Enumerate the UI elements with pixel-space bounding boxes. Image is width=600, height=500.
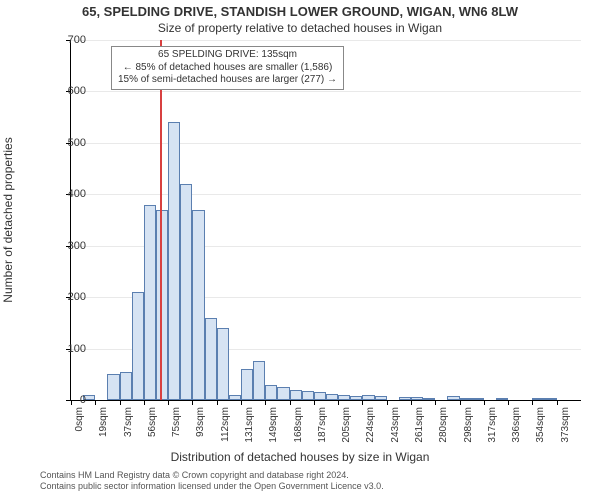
histogram-bar (241, 369, 253, 400)
marker-annotation-box: 65 SPELDING DRIVE: 135sqm ← 85% of detac… (111, 46, 344, 90)
x-tick-label: 75sqm (171, 407, 182, 451)
x-tick-mark (290, 400, 291, 405)
marker-line (160, 40, 162, 400)
y-axis-label: Number of detached properties (1, 137, 15, 302)
histogram-bar (496, 398, 508, 400)
histogram-bar (168, 122, 180, 400)
histogram-bar (120, 372, 132, 400)
histogram-bar (277, 387, 289, 400)
x-tick-label: 37sqm (123, 407, 134, 451)
x-tick-label: 19sqm (98, 407, 109, 451)
histogram-bar (447, 396, 459, 400)
x-tick-label: 354sqm (535, 407, 546, 451)
y-tick-label: 100 (36, 343, 86, 355)
annotation-line-3: 15% of semi-detached houses are larger (… (118, 74, 337, 87)
grid-line (71, 91, 581, 92)
attribution-line-2: Contains public sector information licen… (40, 481, 384, 492)
plot-area: 65 SPELDING DRIVE: 135sqm ← 85% of detac… (70, 40, 581, 401)
x-tick-label: 261sqm (414, 407, 425, 451)
x-tick-mark (557, 400, 558, 405)
x-tick-mark (241, 400, 242, 405)
y-tick-label: 0 (36, 394, 86, 406)
x-tick-label: 280sqm (438, 407, 449, 451)
x-tick-label: 0sqm (74, 407, 85, 451)
histogram-bar (302, 391, 314, 400)
histogram-bar (192, 210, 204, 400)
x-tick-mark (338, 400, 339, 405)
x-tick-label: 56sqm (147, 407, 158, 451)
histogram-bar (375, 396, 387, 400)
x-tick-label: 112sqm (220, 407, 231, 451)
histogram-bar (156, 210, 168, 400)
x-tick-label: 317sqm (487, 407, 498, 451)
histogram-bar (314, 392, 326, 400)
chart-subtitle: Size of property relative to detached ho… (0, 21, 600, 35)
x-tick-mark (144, 400, 145, 405)
x-axis-label: Distribution of detached houses by size … (0, 450, 600, 464)
histogram-bar (180, 184, 192, 400)
attribution-line-1: Contains HM Land Registry data © Crown c… (40, 470, 384, 481)
histogram-bar (532, 398, 544, 400)
histogram-bar (144, 205, 156, 400)
x-tick-label: 149sqm (268, 407, 279, 451)
histogram-bar (545, 398, 557, 400)
y-tick-label: 200 (36, 291, 86, 303)
grid-line (71, 194, 581, 195)
x-tick-mark (95, 400, 96, 405)
histogram-bar (290, 390, 302, 400)
histogram-bar (217, 328, 229, 400)
histogram-bar (338, 395, 350, 400)
histogram-bar (107, 374, 119, 400)
histogram-bar (265, 385, 277, 400)
annotation-line-1: 65 SPELDING DRIVE: 135sqm (118, 49, 337, 62)
y-tick-label: 600 (36, 85, 86, 97)
x-tick-mark (362, 400, 363, 405)
histogram-bar (399, 397, 411, 400)
histogram-bar (326, 394, 338, 400)
x-tick-label: 298sqm (463, 407, 474, 451)
x-tick-mark (435, 400, 436, 405)
grid-line (71, 143, 581, 144)
x-tick-mark (265, 400, 266, 405)
histogram-bar (460, 398, 472, 400)
attribution-text: Contains HM Land Registry data © Crown c… (40, 470, 384, 493)
y-tick-label: 300 (36, 240, 86, 252)
y-tick-label: 400 (36, 188, 86, 200)
x-tick-label: 373sqm (560, 407, 571, 451)
chart-title-address: 65, SPELDING DRIVE, STANDISH LOWER GROUN… (0, 4, 600, 19)
histogram-bar (411, 397, 423, 400)
histogram-bar (350, 396, 362, 400)
histogram-bar (472, 398, 484, 400)
histogram-bar (205, 318, 217, 400)
x-tick-label: 205sqm (341, 407, 352, 451)
x-tick-label: 336sqm (511, 407, 522, 451)
x-tick-label: 187sqm (317, 407, 328, 451)
histogram-bar (229, 395, 241, 400)
x-tick-mark (484, 400, 485, 405)
histogram-bar (253, 361, 265, 400)
x-tick-mark (192, 400, 193, 405)
histogram-bar (362, 395, 374, 400)
x-tick-label: 93sqm (195, 407, 206, 451)
x-tick-label: 131sqm (244, 407, 255, 451)
x-tick-label: 168sqm (293, 407, 304, 451)
x-tick-label: 224sqm (365, 407, 376, 451)
x-tick-mark (314, 400, 315, 405)
x-tick-mark (508, 400, 509, 405)
annotation-line-2: ← 85% of detached houses are smaller (1,… (118, 62, 337, 75)
y-tick-label: 500 (36, 137, 86, 149)
x-tick-mark (411, 400, 412, 405)
x-tick-mark (168, 400, 169, 405)
x-tick-mark (387, 400, 388, 405)
x-tick-mark (532, 400, 533, 405)
histogram-bar (423, 398, 435, 400)
y-tick-label: 700 (36, 34, 86, 46)
x-tick-label: 243sqm (390, 407, 401, 451)
grid-line (71, 40, 581, 41)
x-tick-mark (460, 400, 461, 405)
x-tick-mark (217, 400, 218, 405)
x-tick-mark (120, 400, 121, 405)
histogram-bar (132, 292, 144, 400)
